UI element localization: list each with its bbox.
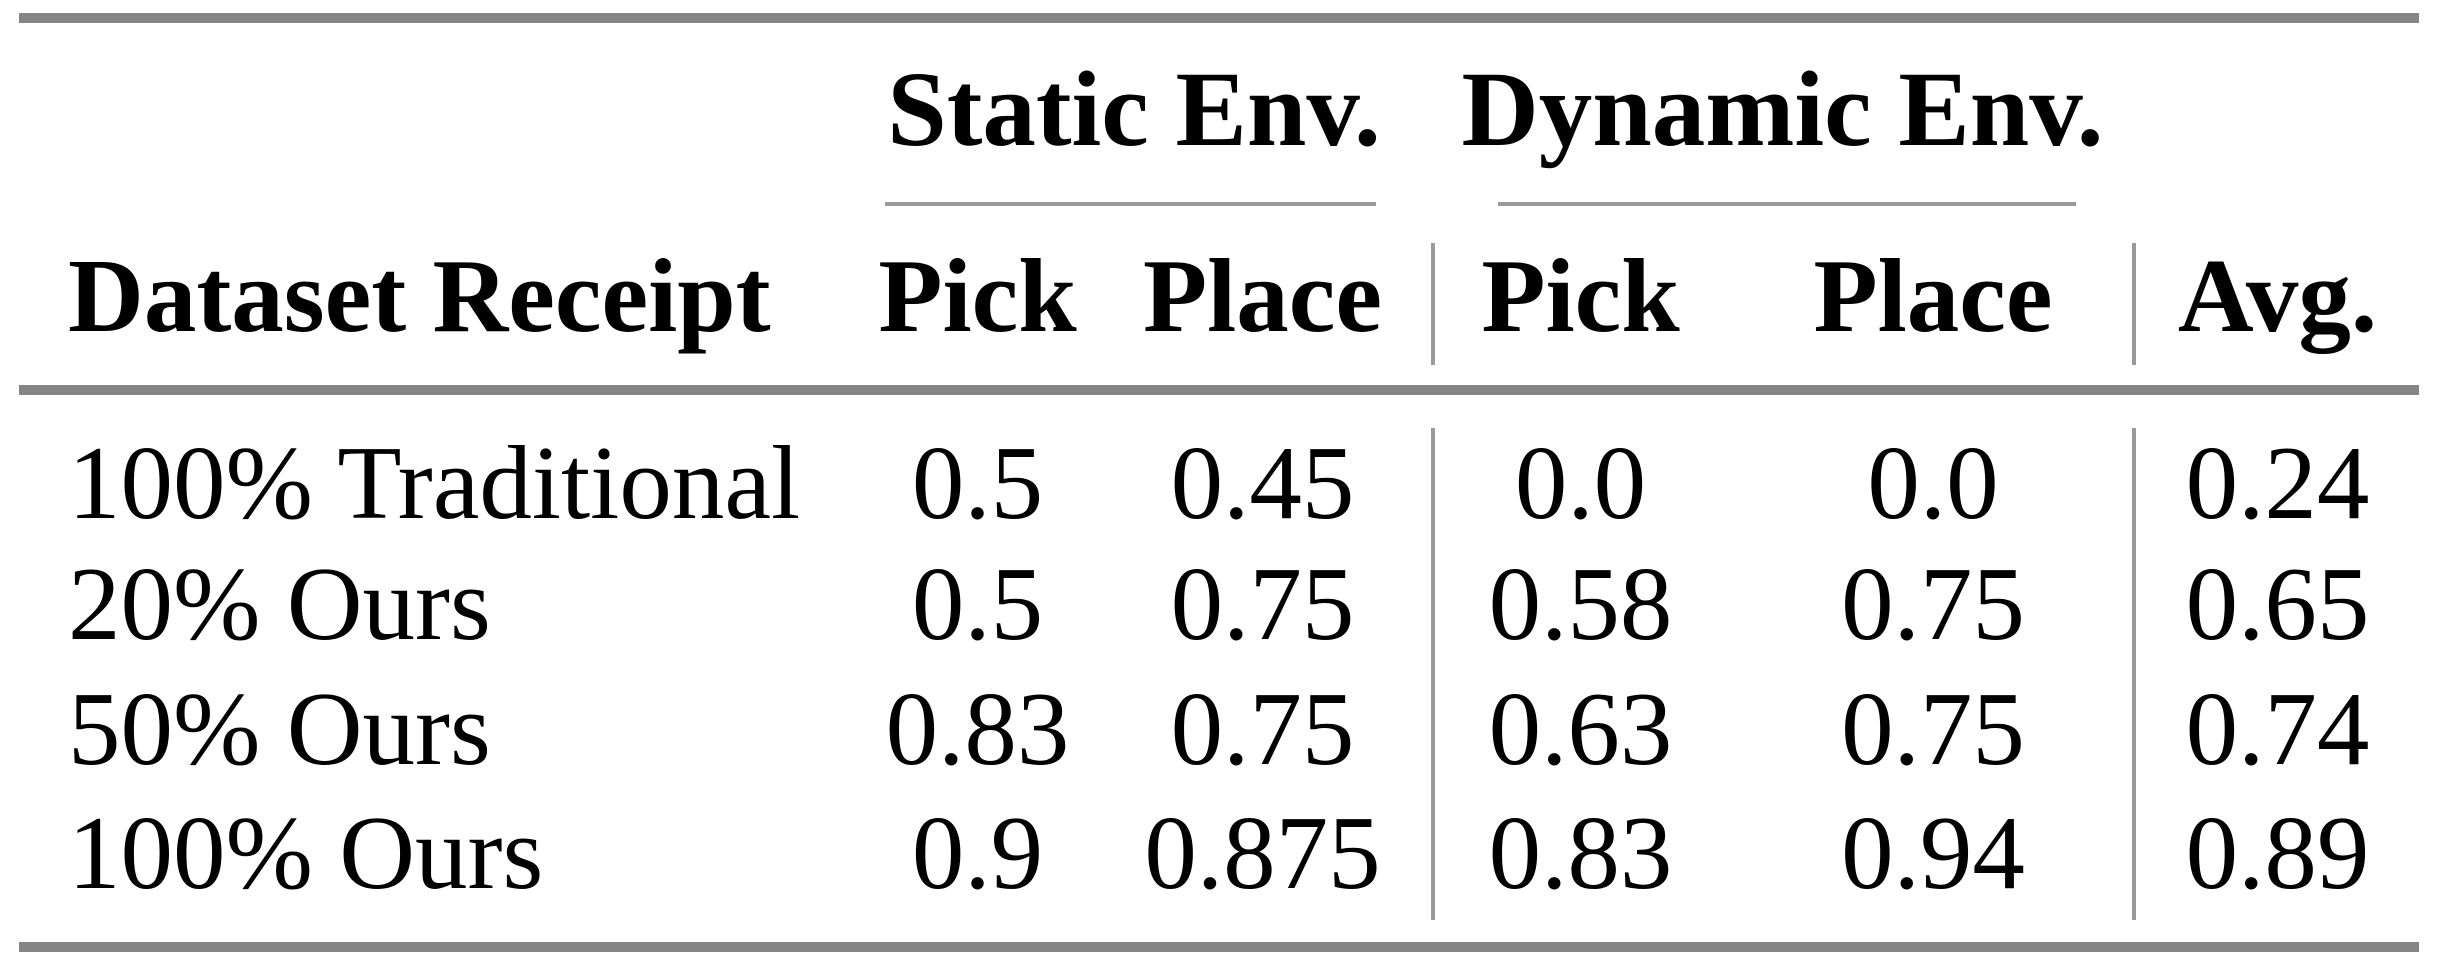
cell-static-pick: 0.5 — [911, 423, 1044, 541]
row-label: 100% Traditional — [68, 423, 801, 541]
cell-dynamic-place: 0.75 — [1841, 544, 2025, 662]
spanner-dynamic-env: Dynamic Env. — [1461, 50, 2104, 169]
cell-dynamic-place: 0.75 — [1841, 669, 2025, 787]
cell-dynamic-pick: 0.83 — [1488, 793, 1673, 911]
column-header-place-static: Place — [1142, 236, 1383, 354]
cell-static-place: 0.75 — [1170, 669, 1355, 787]
table-row: 20% Ours 0.5 0.75 0.58 0.75 0.65 — [20, 545, 2420, 662]
spanner-row: Static Env. Dynamic Env. — [20, 51, 2420, 169]
cell-avg: 0.65 — [2185, 544, 2370, 662]
column-header-avg: Avg. — [2177, 236, 2378, 354]
table-row: 100% Ours 0.9 0.875 0.83 0.94 0.89 — [20, 794, 2420, 911]
table-row: 50% Ours 0.83 0.75 0.63 0.75 0.74 — [20, 670, 2420, 787]
column-header-pick-dynamic: Pick — [1481, 236, 1680, 354]
row-label: 20% Ours — [68, 544, 491, 662]
dynamic-env-underline — [1498, 202, 2076, 206]
cell-static-pick: 0.5 — [911, 544, 1044, 662]
static-dynamic-divider-header — [1431, 243, 1435, 365]
column-header-row: Dataset Receipt Pick Place Pick Place Av… — [20, 237, 2420, 354]
column-header-dataset-receipt: Dataset Receipt — [68, 236, 771, 354]
bottom-rule — [19, 942, 2419, 952]
row-label: 50% Ours — [68, 669, 491, 787]
cell-dynamic-pick: 0.58 — [1488, 544, 1673, 662]
row-label: 100% Ours — [68, 793, 544, 911]
cell-static-pick: 0.9 — [911, 793, 1044, 911]
cell-dynamic-place: 0.0 — [1867, 423, 1999, 541]
static-env-underline — [885, 202, 1376, 206]
table-row: 100% Traditional 0.5 0.45 0.0 0.0 0.24 — [20, 424, 2420, 541]
cell-dynamic-pick: 0.0 — [1514, 423, 1647, 541]
cell-static-place: 0.45 — [1170, 423, 1355, 541]
top-rule — [19, 13, 2419, 23]
cell-static-place: 0.75 — [1170, 544, 1355, 662]
static-dynamic-divider-body — [1431, 428, 1435, 920]
column-header-place-dynamic: Place — [1813, 236, 2053, 354]
spanner-static-env: Static Env. — [887, 50, 1381, 169]
avg-divider-body — [2132, 428, 2136, 920]
cell-static-pick: 0.83 — [885, 669, 1070, 787]
header-body-rule — [19, 385, 2419, 395]
column-header-pick-static: Pick — [878, 236, 1077, 354]
cell-avg: 0.24 — [2185, 423, 2370, 541]
cell-dynamic-pick: 0.63 — [1488, 669, 1673, 787]
avg-divider-header — [2132, 243, 2136, 365]
cell-dynamic-place: 0.94 — [1841, 793, 2025, 911]
cell-avg: 0.74 — [2185, 669, 2370, 787]
cell-static-place: 0.875 — [1144, 793, 1381, 911]
cell-avg: 0.89 — [2185, 793, 2370, 911]
